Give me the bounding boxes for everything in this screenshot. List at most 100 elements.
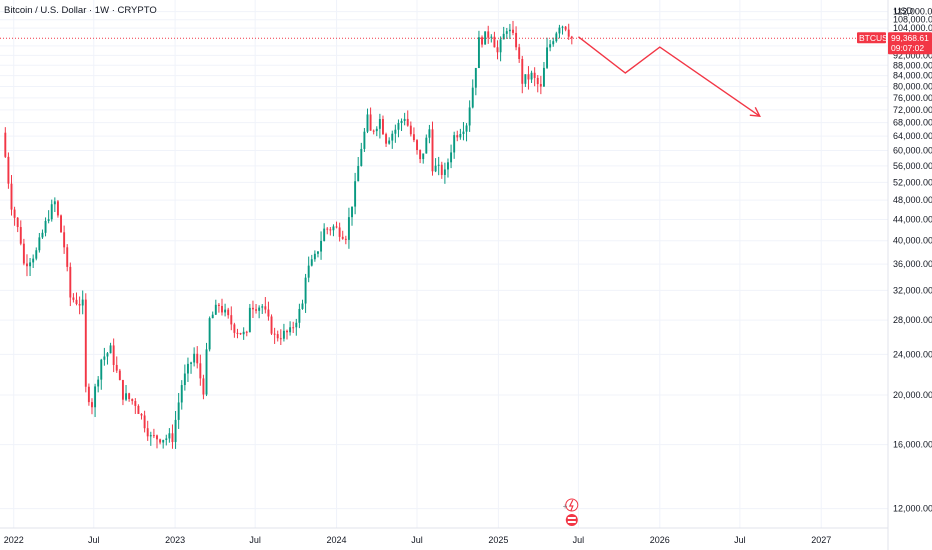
candle-body: [279, 338, 282, 340]
time-tick-label: 2027: [811, 535, 831, 545]
candle-body: [443, 169, 446, 175]
time-tick-label: 2026: [650, 535, 670, 545]
candle-body: [403, 118, 406, 121]
price-tick-label: 28,000.00: [893, 315, 932, 325]
price-tick-label: 104,000.00: [893, 23, 932, 33]
candle-body: [558, 27, 561, 34]
candle-body: [351, 206, 353, 218]
candle-body: [267, 309, 270, 317]
candle-body: [112, 345, 115, 365]
candle-body: [530, 72, 533, 80]
candle-body: [134, 401, 137, 406]
candle-body: [97, 379, 100, 387]
candle-body: [468, 107, 471, 126]
flag-icon[interactable]: [565, 514, 578, 526]
candle-body: [465, 125, 468, 132]
symbol-tag: [857, 32, 886, 44]
candle-body: [412, 134, 415, 141]
candle-body: [165, 438, 168, 440]
candle-body: [357, 165, 360, 182]
candle-body: [140, 413, 143, 416]
candle-body: [375, 128, 378, 132]
candle-body: [397, 123, 400, 130]
price-tick-label: 56,000.00: [893, 161, 932, 171]
price-tick-label: 76,000.00: [893, 93, 932, 103]
candle-body: [211, 314, 214, 319]
candle-body: [567, 29, 570, 37]
candle-body: [29, 262, 32, 267]
candle-body: [106, 353, 109, 357]
candle-body: [428, 129, 431, 138]
candle-body: [94, 386, 97, 408]
candle-body: [422, 153, 425, 160]
candle-body: [555, 33, 558, 42]
time-tick-label: 2023: [165, 535, 185, 545]
candle-body: [180, 385, 183, 403]
candle-body: [512, 29, 514, 33]
candle-body: [81, 299, 84, 306]
time-tick-label: Jul: [411, 535, 423, 545]
time-tick-label: 2024: [327, 535, 347, 545]
candle-body: [462, 131, 465, 134]
candle-body: [214, 304, 217, 315]
candle-body: [255, 309, 258, 311]
candle-body: [224, 309, 227, 313]
candle-body: [109, 345, 112, 354]
candle-body: [453, 135, 456, 153]
candle-body: [233, 324, 236, 333]
candle-body: [310, 259, 313, 266]
events-layer[interactable]: +: [563, 498, 579, 526]
candle-body: [481, 37, 483, 45]
candle-body: [239, 333, 242, 335]
candle-body: [307, 265, 310, 278]
candle-body: [152, 435, 155, 437]
candle-body: [121, 380, 124, 400]
candle-body: [484, 31, 487, 45]
candle-body: [7, 156, 10, 184]
candle-body: [156, 435, 158, 440]
candle-body: [317, 251, 319, 254]
candle-body: [248, 307, 251, 333]
price-tick-label: 112,000.00: [893, 7, 932, 17]
candle-body: [434, 165, 437, 172]
candle-body: [270, 316, 273, 334]
lightning-icon[interactable]: [565, 498, 579, 512]
candle-body: [190, 362, 193, 364]
candle-body: [128, 393, 131, 399]
price-axis-panel[interactable]: [888, 0, 932, 550]
candle-body: [183, 373, 186, 386]
candle-body: [335, 226, 338, 228]
candle-body: [236, 332, 239, 334]
time-axis[interactable]: 2022 Jul 2023 Jul 2024 Jul 2025 Jul 2026 Jul 2027: [4, 535, 832, 545]
candle-body: [208, 318, 211, 350]
candle-body: [146, 428, 149, 437]
candle-body: [372, 130, 375, 132]
candle-body: [168, 433, 171, 439]
candle-body: [323, 228, 326, 241]
candle-body: [13, 209, 16, 218]
candle-body: [549, 44, 552, 48]
candle-body: [546, 47, 548, 68]
candle-body: [32, 258, 35, 263]
currency-label[interactable]: USD: [894, 6, 914, 16]
candle-body: [366, 114, 369, 132]
candle-body: [295, 322, 298, 328]
candle-body: [149, 435, 152, 437]
last-price-badge: BTCUSD 99,368.61 09:07:02: [857, 32, 932, 55]
candle-body: [459, 133, 462, 138]
candle-body: [44, 220, 47, 233]
candle-body: [447, 162, 449, 170]
candle-body: [103, 356, 106, 360]
candle-body: [137, 405, 140, 414]
candle-body: [508, 29, 511, 32]
candle-body: [261, 306, 264, 308]
price-tick-label: 36,000.00: [893, 259, 932, 269]
candle-body: [66, 247, 69, 267]
candle-body: [221, 305, 223, 313]
candle-body: [552, 41, 555, 45]
candle-body: [115, 364, 118, 371]
candle-body: [493, 36, 496, 48]
candle-body: [125, 393, 127, 400]
candle-body: [171, 433, 174, 443]
